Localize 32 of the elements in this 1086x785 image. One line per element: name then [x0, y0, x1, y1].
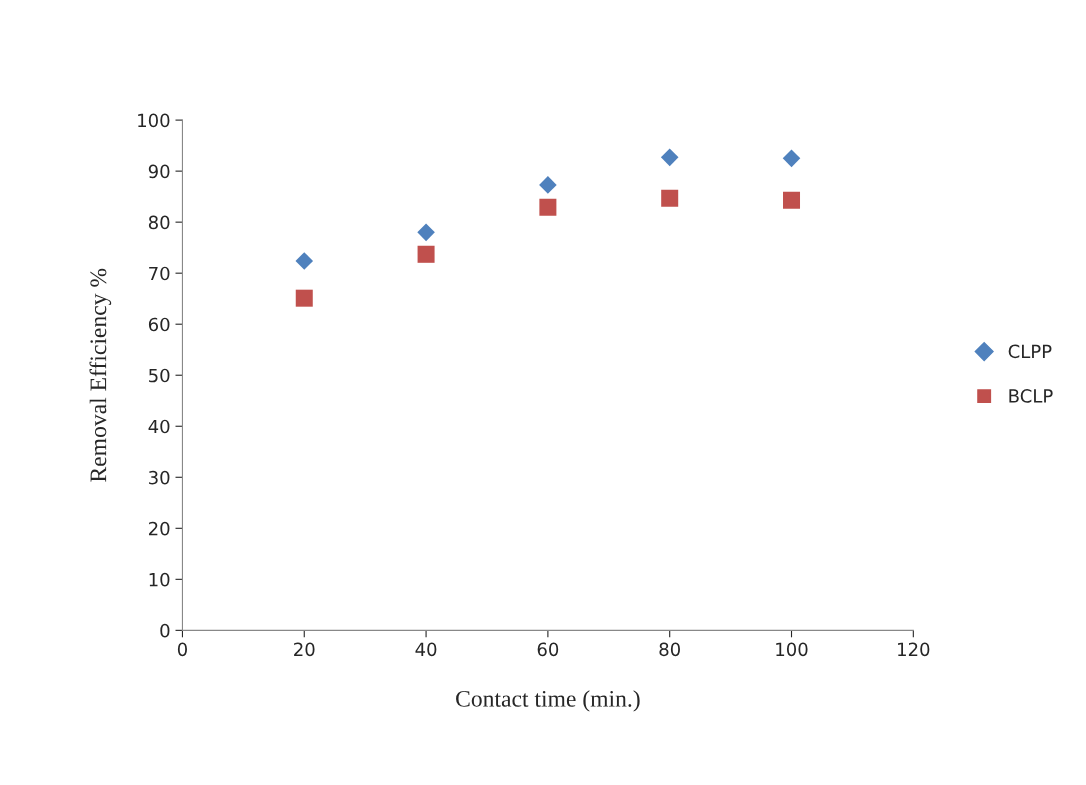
- y-tick-label: 90: [148, 164, 170, 179]
- y-tick-label: 30: [149, 470, 170, 485]
- legend-label: BCLP: [1009, 389, 1053, 403]
- x-tick-label: 120: [898, 642, 930, 657]
- point: [660, 148, 679, 167]
- point: [783, 191, 801, 209]
- x-tick-label: 0: [177, 642, 187, 657]
- y-tick-label: 20: [148, 521, 170, 536]
- y-tick-label: 0: [160, 623, 170, 638]
- y-tick-label: 40: [148, 419, 170, 434]
- y-tick-label: 80: [148, 215, 170, 230]
- x-tick-label: 80: [659, 642, 680, 657]
- legend-label: CLPP: [1008, 344, 1052, 359]
- point: [539, 176, 557, 194]
- point: [295, 289, 313, 307]
- x-tick-label: 100: [776, 642, 808, 657]
- x-axis-title: Contact time (min.): [456, 690, 640, 712]
- point: [295, 252, 314, 270]
- x-tick-label: 20: [294, 642, 315, 657]
- x-tick-label: 40: [415, 642, 437, 657]
- x-tick-label: 60: [537, 642, 559, 657]
- point: [417, 223, 435, 242]
- y-axis-title: Removal Efficiency %: [89, 268, 112, 482]
- y-tick-label: 10: [149, 572, 170, 587]
- y-tick-label: 50: [149, 368, 170, 383]
- point: [782, 149, 801, 168]
- point: [417, 245, 435, 263]
- point: [539, 198, 557, 216]
- y-tick-label: 100: [138, 113, 170, 128]
- y-tick-label: 60: [148, 317, 170, 332]
- point: [661, 189, 679, 207]
- y-tick-label: 70: [149, 266, 170, 281]
